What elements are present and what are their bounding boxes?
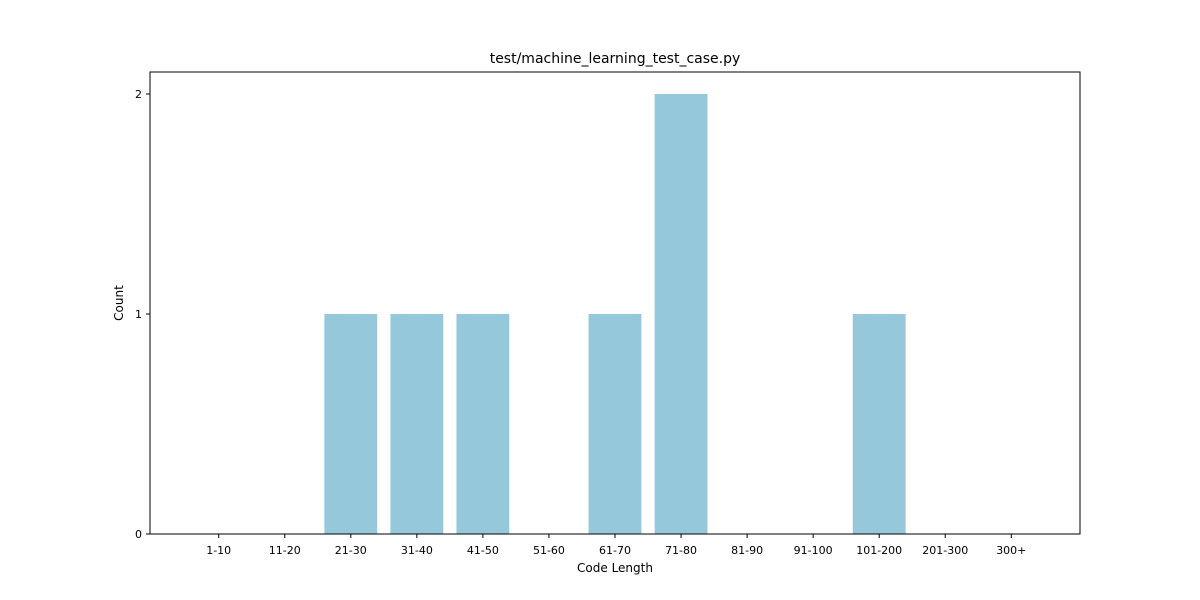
x-tick-label: 11-20 [269,544,301,557]
x-tick-label: 201-300 [922,544,968,557]
y-tick-label: 1 [135,308,142,321]
bar-61-70 [588,314,642,534]
x-axis: 1-10 11-20 21-30 31-40 41-50 51-60 61-70 71-80 8… [206,534,1026,557]
x-axis-title: Code Length [577,561,653,575]
bar-101-200 [852,314,906,534]
x-tick-label: 61-70 [599,544,631,557]
x-tick-label: 51-60 [533,544,565,557]
bar-31-40 [390,314,444,534]
bar-21-30 [324,314,378,534]
y-axis-title: Count [112,285,126,321]
x-tick-label: 101-200 [856,544,902,557]
x-tick-label: 1-10 [206,544,231,557]
bar-41-50 [456,314,510,534]
chart-title: test/machine_learning_test_case.py [490,51,741,67]
bar-71-80 [654,94,708,534]
x-tick-label: 71-80 [665,544,697,557]
x-tick-label: 31-40 [401,544,433,557]
y-tick-label: 0 [135,528,142,541]
x-tick-label: 91-100 [794,544,833,557]
bars-group [324,94,906,534]
y-axis: 0 1 2 [135,88,150,541]
x-tick-label: 41-50 [467,544,499,557]
y-tick-label: 2 [135,88,142,101]
x-tick-label: 81-90 [731,544,763,557]
x-tick-label: 300+ [996,544,1026,557]
x-tick-label: 21-30 [335,544,367,557]
